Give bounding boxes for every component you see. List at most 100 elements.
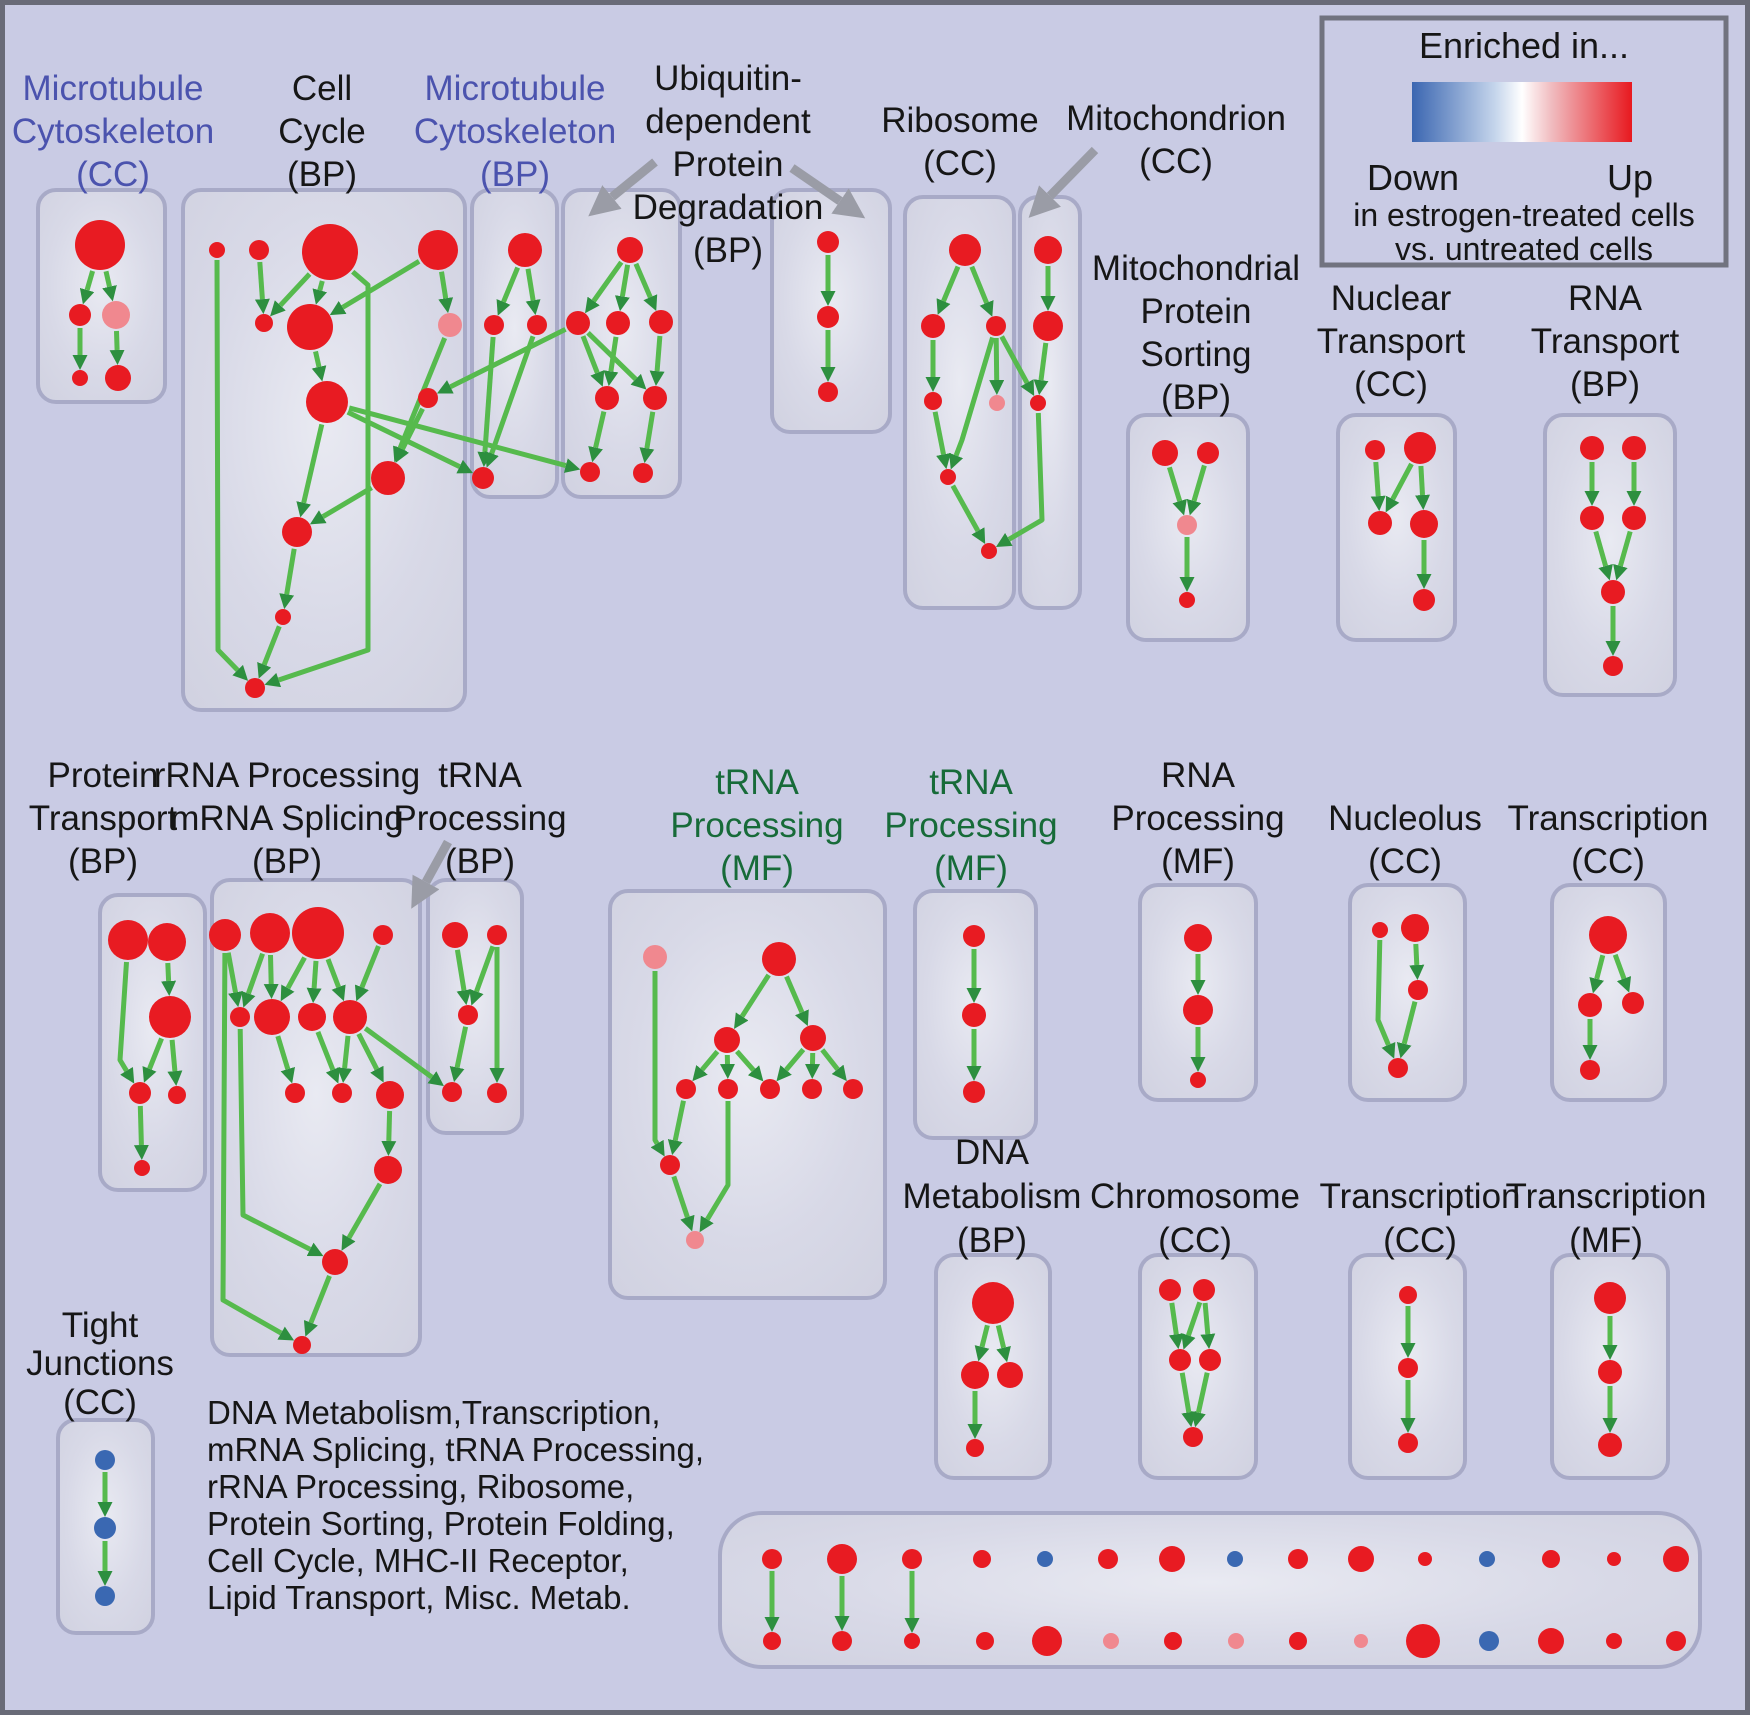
text-block-line-3: Protein Sorting, Protein Folding, xyxy=(207,1505,675,1542)
node-ribosome-rb7 xyxy=(981,543,997,559)
legend-down-label: Down xyxy=(1367,157,1459,198)
cluster-label-mitosort-line-3: (BP) xyxy=(1161,378,1231,417)
node-trnamf1-f2 xyxy=(762,942,796,976)
node-nuctrans-n1 xyxy=(1365,440,1385,460)
node-mtcc-a5 xyxy=(105,365,131,391)
cluster-box-mtbp xyxy=(470,188,559,499)
node-rrna-r7 xyxy=(298,1003,326,1031)
node-transccbot-y2 xyxy=(1398,1358,1418,1378)
edge-t2-t3 xyxy=(469,945,496,1006)
edge-cc4-cc6 xyxy=(329,259,421,316)
node-rrna-r6 xyxy=(254,999,290,1035)
cluster-label-nuctrans-line-2: (CC) xyxy=(1354,365,1428,404)
cluster-label-mtcc-line-1: Cytoskeleton xyxy=(12,112,214,151)
cross-edge-mt3-rb7 xyxy=(995,412,1045,547)
node-nucleolus-s3 xyxy=(1408,980,1428,1000)
cross-edge-cc8-u7 xyxy=(348,405,581,473)
cluster-label-mtbp-line-1: Cytoskeleton xyxy=(414,112,616,151)
node-rnaprocmf-x3 xyxy=(1190,1072,1206,1088)
node-rnatrans-q5 xyxy=(1601,580,1625,604)
cluster-label-tightjunc-line-2: (CC) xyxy=(63,1383,137,1422)
node-miscbox-xp3t xyxy=(902,1549,922,1569)
edge-f4-f7 xyxy=(776,1047,806,1082)
node-cellcycle-cc8 xyxy=(306,381,348,423)
node-ubiq1-u3 xyxy=(606,311,630,335)
node-mtbp-m2 xyxy=(484,315,504,335)
edge-pt3-pt4 xyxy=(142,1037,164,1083)
node-nucleolus-s4 xyxy=(1388,1058,1408,1078)
edge-r5-r13 xyxy=(237,1028,324,1257)
edge-p1-p3 xyxy=(1167,466,1187,516)
node-cellcycle-cc4 xyxy=(418,230,458,270)
node-tightjunc-j3 xyxy=(95,1586,115,1606)
cluster-label-rnaprocmf-line-0: RNA xyxy=(1161,756,1236,795)
node-chromosome-h3 xyxy=(1169,1349,1191,1371)
cluster-label-dnamet-line-2: (BP) xyxy=(957,1221,1027,1260)
node-dnamet-d2 xyxy=(961,1361,989,1389)
node-trnamf2-g2 xyxy=(962,1003,986,1027)
node-mtbp-m4 xyxy=(472,467,494,489)
node-ubiq2-v1 xyxy=(817,231,839,253)
node-mtcc-a2 xyxy=(69,304,91,326)
cluster-label-nuctrans-line-1: Transport xyxy=(1317,322,1466,361)
edge-u2-u5 xyxy=(580,335,605,387)
cluster-label-dnamet-line-0: DNA xyxy=(955,1133,1030,1172)
edge-rb6-rb7 xyxy=(950,484,986,545)
node-miscbox-xs4 xyxy=(1159,1546,1185,1572)
edge-r13-r14 xyxy=(303,1274,332,1337)
node-miscbox-xb2 xyxy=(1032,1626,1062,1656)
node-dnamet-d1 xyxy=(972,1282,1014,1324)
node-transccbot-y1 xyxy=(1399,1286,1417,1304)
cluster-label-mtcc-line-0: Microtubule xyxy=(23,69,204,108)
edge-cc4-cc7 xyxy=(438,271,454,314)
edge-f2-f3 xyxy=(733,973,771,1030)
edge-rb3-rb6 xyxy=(949,336,995,470)
edge-h3-h5 xyxy=(1179,1372,1197,1428)
cluster-label-nucleolus-line-1: (CC) xyxy=(1368,842,1442,881)
cluster-label-transmf-line-0: Transcription xyxy=(1506,1177,1707,1216)
edge-h1-h3 xyxy=(1168,1302,1184,1350)
pointer-arrow-ubiquitin-right xyxy=(789,164,866,219)
node-rrna-r1 xyxy=(209,919,241,951)
node-trnamf1-f11 xyxy=(686,1231,704,1249)
edge-r2-r6 xyxy=(263,954,279,999)
edge-cc8-cc11 xyxy=(296,423,325,518)
node-trnabp-t3 xyxy=(458,1005,478,1025)
edge-a3-a5 xyxy=(109,330,125,365)
edge-m1-m2 xyxy=(496,266,521,316)
edge-rb1-rb3 xyxy=(969,265,994,317)
cluster-label-ubiq1-line-2: Protein xyxy=(673,145,784,184)
node-nuctrans-n2 xyxy=(1404,432,1436,464)
edge-s1-s4 xyxy=(1375,939,1396,1059)
node-tightjunc-j1 xyxy=(95,1450,115,1470)
cluster-label-dnamet-line-1: Metabolism xyxy=(903,1177,1082,1216)
node-rrna-r10 xyxy=(332,1083,352,1103)
edge-pt1-pt4 xyxy=(117,961,135,1084)
cluster-label-trnamf1-line-0: tRNA xyxy=(715,763,799,802)
node-rnaprocmf-x1 xyxy=(1184,924,1212,952)
edge-rb1-rb2 xyxy=(936,265,961,315)
node-rrna-r9 xyxy=(285,1083,305,1103)
cross-edge-r8-t4 xyxy=(363,1026,444,1087)
cluster-box-rnaprocmf xyxy=(1138,883,1258,1102)
node-trnabp-t2 xyxy=(487,925,507,945)
node-trnabp-t1 xyxy=(442,922,468,948)
cluster-label-transccmid-line-0: Transcription xyxy=(1508,799,1709,838)
edge-s2-s3 xyxy=(1409,943,1425,980)
node-rrna-r11 xyxy=(376,1081,404,1109)
cluster-box-trnabp xyxy=(426,878,524,1135)
node-prottrans-pt5 xyxy=(168,1086,186,1104)
edge-r11-r12 xyxy=(381,1110,397,1156)
cluster-label-trnamf2-line-0: tRNA xyxy=(929,763,1013,802)
node-miscbox-xs1 xyxy=(973,1550,991,1568)
node-chromosome-h5 xyxy=(1183,1427,1203,1447)
node-miscbox-xb3 xyxy=(1103,1633,1119,1649)
cluster-label-rrna-line-0: rRNA Processing xyxy=(154,756,420,795)
node-transmf-z3 xyxy=(1598,1433,1622,1457)
node-miscbox-xs10 xyxy=(1542,1550,1560,1568)
cluster-label-prottrans-line-0: Protein xyxy=(48,756,159,795)
node-ribosome-rb6 xyxy=(940,469,956,485)
node-ubiq1-u4 xyxy=(649,310,673,334)
